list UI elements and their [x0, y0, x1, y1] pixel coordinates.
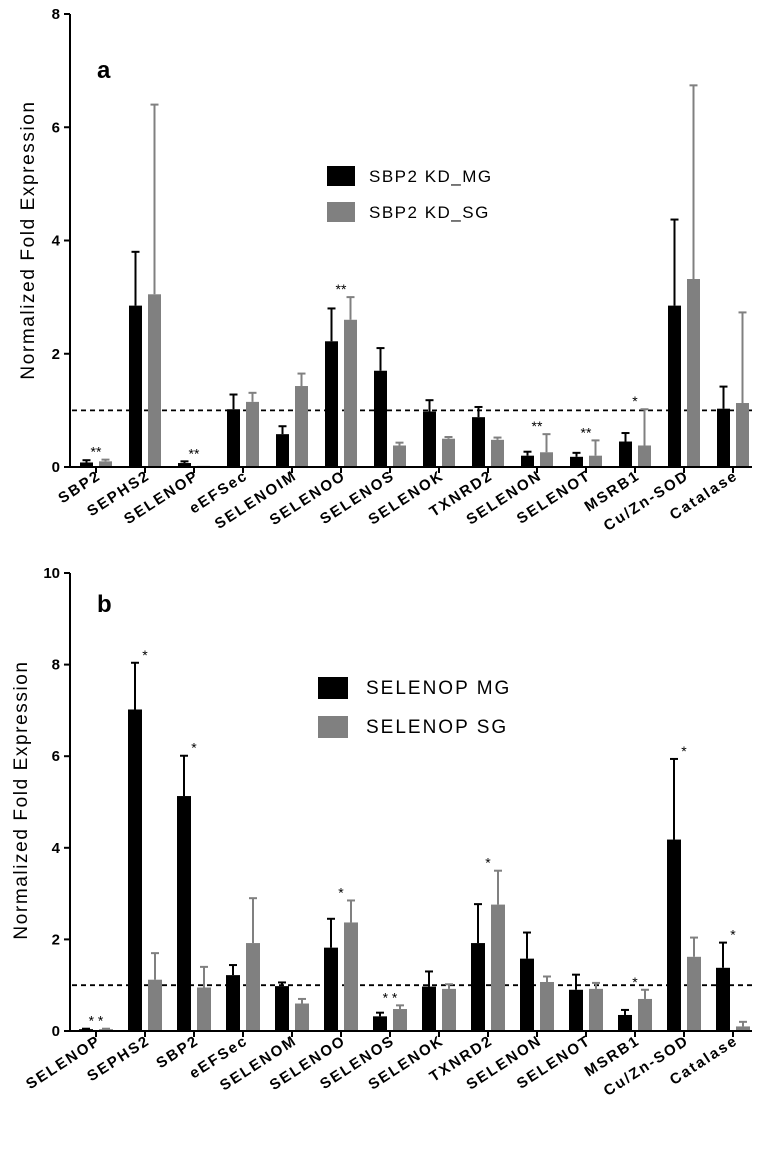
bar-series2-selenoo	[344, 319, 357, 467]
bar-series1-selenos	[374, 370, 387, 467]
y-tick-label: 2	[52, 931, 60, 948]
y-tick-label: 0	[52, 459, 60, 476]
bar-series2-selenot	[589, 988, 603, 1031]
y-tick-label: 4	[52, 233, 61, 250]
bar-series2-catalase	[736, 403, 749, 467]
bar-series1-cuznsod	[668, 305, 681, 467]
bar-series1-selenoim	[276, 434, 289, 467]
bar-series2-selenoim	[295, 386, 308, 467]
bar-series2-selenot	[589, 455, 602, 467]
significance-mark: *	[338, 884, 344, 900]
y-axis-label: Normalized Fold Expression	[11, 660, 32, 939]
y-axis-label: Normalized Fold Expression	[18, 100, 39, 379]
significance-mark: *	[632, 974, 638, 990]
bar-series1-cuznsod	[667, 839, 681, 1031]
y-tick-label: 10	[43, 565, 60, 582]
y-tick-label: 0	[52, 1023, 60, 1040]
legend-label: SBP2 KD_SG	[369, 203, 490, 222]
significance-mark: *	[730, 927, 736, 943]
bar-series2-sephs2	[148, 294, 161, 467]
bar-series1-selenom	[275, 986, 289, 1031]
bar-series1-selenot	[570, 456, 583, 467]
bar-series1-msrb1	[618, 1014, 632, 1031]
significance-mark: * *	[383, 989, 398, 1005]
bar-series1-sephs2	[129, 305, 142, 467]
bar-series1-txnrd2	[472, 417, 485, 467]
bar-series2-msrb1	[638, 445, 651, 467]
y-tick-label: 2	[52, 346, 60, 363]
bar-series2-selenok	[442, 988, 456, 1031]
y-tick-label: 4	[52, 840, 61, 857]
y-tick-label: 8	[52, 6, 60, 23]
bar-series1-selenon	[521, 455, 534, 467]
significance-mark: **	[532, 418, 543, 434]
significance-mark: * *	[89, 1013, 104, 1029]
bar-series2-sbp2	[197, 987, 211, 1031]
chart-panel-a: 02468SBP2SEPHS2SELENOPeEFSecSELENOIMSELE…	[18, 6, 752, 535]
bar-series1-eefsec	[226, 975, 240, 1031]
bar-series2-selenoo	[344, 922, 358, 1031]
significance-mark: **	[581, 424, 592, 440]
bar-series1-sbp2	[80, 462, 93, 467]
panel-letter: b	[97, 591, 112, 618]
legend-swatch	[327, 202, 355, 222]
bar-series1-selenoo	[325, 341, 338, 467]
bar-series2-msrb1	[638, 998, 652, 1031]
bar-series2-catalase	[736, 1026, 750, 1031]
bar-series2-sephs2	[148, 979, 162, 1031]
bar-series2-cuznsod	[687, 279, 700, 467]
bar-series2-eefsec	[246, 943, 260, 1031]
bar-series1-sephs2	[128, 709, 142, 1031]
bar-series2-selenok	[442, 438, 455, 467]
significance-mark: *	[485, 855, 491, 871]
significance-mark: **	[189, 445, 200, 461]
y-tick-label: 6	[52, 119, 60, 136]
bar-series1-selenok	[423, 411, 436, 467]
bar-series1-selenon	[520, 958, 534, 1031]
bar-series1-selenot	[569, 989, 583, 1031]
bar-series1-selenoo	[324, 947, 338, 1031]
bar-series2-txnrd2	[491, 904, 505, 1031]
bar-series2-sbp2	[99, 461, 112, 467]
bar-series1-txnrd2	[471, 943, 485, 1031]
bar-series2-selenon	[540, 981, 554, 1031]
bar-series1-sbp2	[177, 796, 191, 1031]
significance-mark: *	[191, 740, 197, 756]
legend-swatch	[327, 166, 355, 186]
significance-mark: *	[142, 647, 148, 663]
legend-label: SELENOP MG	[366, 678, 511, 699]
bar-series2-cuznsod	[687, 956, 701, 1031]
bar-series2-selenos	[393, 1009, 407, 1031]
bar-series1-catalase	[716, 967, 730, 1031]
legend-swatch	[318, 677, 348, 699]
bar-series1-catalase	[717, 408, 730, 467]
y-tick-label: 6	[52, 748, 60, 765]
significance-mark: *	[632, 393, 638, 409]
significance-mark: **	[91, 444, 102, 460]
bar-series1-selenok	[422, 986, 436, 1031]
bar-series2-selenom	[295, 1003, 309, 1031]
bar-series1-selenos	[373, 1016, 387, 1031]
bar-series2-eefsec	[246, 401, 259, 467]
panel-letter: a	[97, 57, 111, 84]
bar-series1-eefsec	[227, 409, 240, 467]
bar-series1-msrb1	[619, 441, 632, 467]
legend-label: SELENOP SG	[366, 717, 508, 738]
bar-series2-selenos	[393, 445, 406, 467]
y-tick-label: 8	[52, 657, 60, 674]
bar-series2-selenon	[540, 452, 553, 467]
bar-series2-txnrd2	[491, 439, 504, 467]
legend-swatch	[318, 716, 348, 738]
significance-mark: **	[336, 281, 347, 297]
significance-mark: *	[681, 743, 687, 759]
legend-label: SBP2 KD_MG	[369, 167, 493, 186]
bar-series1-selenop	[178, 463, 191, 467]
